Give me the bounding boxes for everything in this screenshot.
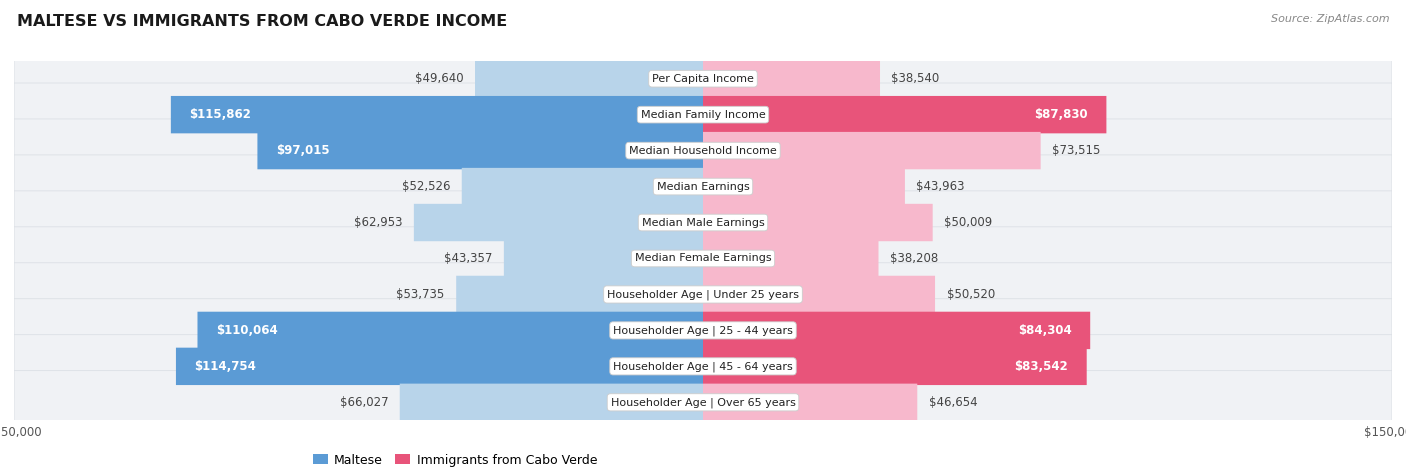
Text: $50,520: $50,520 — [946, 288, 995, 301]
Text: Householder Age | Over 65 years: Householder Age | Over 65 years — [610, 397, 796, 408]
Text: Householder Age | 45 - 64 years: Householder Age | 45 - 64 years — [613, 361, 793, 372]
FancyBboxPatch shape — [14, 335, 1392, 398]
FancyBboxPatch shape — [14, 371, 1392, 434]
FancyBboxPatch shape — [14, 47, 1392, 110]
FancyBboxPatch shape — [14, 227, 1392, 290]
FancyBboxPatch shape — [475, 60, 703, 98]
Text: $83,542: $83,542 — [1015, 360, 1069, 373]
FancyBboxPatch shape — [456, 276, 703, 313]
FancyBboxPatch shape — [503, 240, 703, 277]
Text: Householder Age | Under 25 years: Householder Age | Under 25 years — [607, 289, 799, 300]
Text: Per Capita Income: Per Capita Income — [652, 74, 754, 84]
Text: $52,526: $52,526 — [402, 180, 450, 193]
Legend: Maltese, Immigrants from Cabo Verde: Maltese, Immigrants from Cabo Verde — [308, 449, 602, 467]
Text: Median Family Income: Median Family Income — [641, 110, 765, 120]
FancyBboxPatch shape — [703, 204, 932, 241]
FancyBboxPatch shape — [703, 168, 905, 205]
FancyBboxPatch shape — [703, 276, 935, 313]
Text: $46,654: $46,654 — [929, 396, 977, 409]
Text: $50,009: $50,009 — [945, 216, 993, 229]
Text: $62,953: $62,953 — [354, 216, 402, 229]
FancyBboxPatch shape — [413, 204, 703, 241]
Text: $110,064: $110,064 — [217, 324, 277, 337]
FancyBboxPatch shape — [461, 168, 703, 205]
FancyBboxPatch shape — [176, 347, 703, 385]
Text: Median Earnings: Median Earnings — [657, 182, 749, 191]
Text: $38,208: $38,208 — [890, 252, 938, 265]
Text: $97,015: $97,015 — [276, 144, 329, 157]
Text: $87,830: $87,830 — [1035, 108, 1088, 121]
FancyBboxPatch shape — [703, 60, 880, 98]
FancyBboxPatch shape — [14, 299, 1392, 362]
Text: $49,640: $49,640 — [415, 72, 464, 85]
FancyBboxPatch shape — [172, 96, 703, 134]
FancyBboxPatch shape — [703, 132, 1040, 170]
FancyBboxPatch shape — [703, 347, 1087, 385]
Text: MALTESE VS IMMIGRANTS FROM CABO VERDE INCOME: MALTESE VS IMMIGRANTS FROM CABO VERDE IN… — [17, 14, 508, 29]
FancyBboxPatch shape — [399, 383, 703, 421]
Text: $38,540: $38,540 — [891, 72, 939, 85]
Text: Source: ZipAtlas.com: Source: ZipAtlas.com — [1271, 14, 1389, 24]
Text: $114,754: $114,754 — [194, 360, 256, 373]
FancyBboxPatch shape — [14, 155, 1392, 218]
FancyBboxPatch shape — [257, 132, 703, 170]
FancyBboxPatch shape — [703, 311, 1090, 349]
FancyBboxPatch shape — [703, 240, 879, 277]
FancyBboxPatch shape — [14, 83, 1392, 146]
Text: Median Male Earnings: Median Male Earnings — [641, 218, 765, 227]
Text: $43,963: $43,963 — [917, 180, 965, 193]
FancyBboxPatch shape — [703, 96, 1107, 134]
Text: Median Female Earnings: Median Female Earnings — [634, 254, 772, 263]
Text: $84,304: $84,304 — [1018, 324, 1071, 337]
Text: $53,735: $53,735 — [396, 288, 444, 301]
Text: $43,357: $43,357 — [444, 252, 492, 265]
FancyBboxPatch shape — [703, 383, 917, 421]
FancyBboxPatch shape — [14, 119, 1392, 182]
Text: $66,027: $66,027 — [340, 396, 388, 409]
FancyBboxPatch shape — [197, 311, 703, 349]
Text: $115,862: $115,862 — [190, 108, 252, 121]
FancyBboxPatch shape — [14, 263, 1392, 326]
Text: $73,515: $73,515 — [1052, 144, 1101, 157]
Text: Median Household Income: Median Household Income — [628, 146, 778, 156]
Text: Householder Age | 25 - 44 years: Householder Age | 25 - 44 years — [613, 325, 793, 336]
FancyBboxPatch shape — [14, 191, 1392, 254]
